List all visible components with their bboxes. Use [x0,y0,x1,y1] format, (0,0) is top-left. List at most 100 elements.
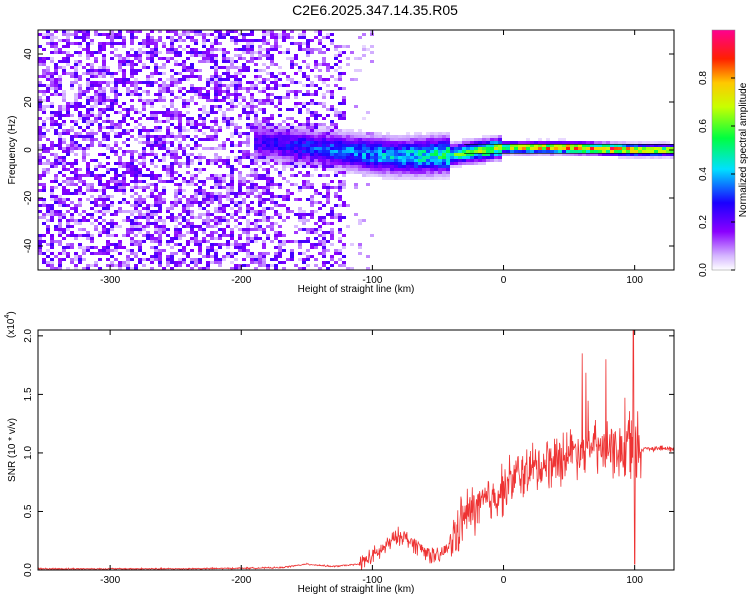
heatmap-cell [294,153,298,156]
heatmap-cell [234,132,238,135]
heatmap-cell [166,30,170,33]
heatmap-cell [358,132,362,135]
heatmap-cell [98,258,102,261]
heatmap-cell [294,225,298,228]
heatmap-cell [174,63,178,66]
heatmap-cell [270,153,274,156]
heatmap-cell [482,159,486,162]
heatmap-cell [98,66,102,69]
heatmap-cell [286,258,290,261]
heatmap-cell [174,147,178,150]
heatmap-cell [318,102,322,105]
heatmap-cell [386,144,390,147]
heatmap-cell [274,183,278,186]
heatmap-cell [222,177,226,180]
heatmap-cell [114,171,118,174]
heatmap-cell [302,84,306,87]
heatmap-cell [290,141,294,144]
heatmap-cell [290,129,294,132]
heatmap-cell [162,201,166,204]
heatmap-cell [442,138,446,141]
heatmap-cell [542,153,546,156]
heatmap-cell [326,174,330,177]
heatmap-cell [246,192,250,195]
heatmap-cell [162,168,166,171]
heatmap-cell [654,144,658,147]
heatmap-cell [290,90,294,93]
heatmap-cell [250,174,254,177]
heatmap-cell [202,54,206,57]
heatmap-cell [314,75,318,78]
heatmap-cell [226,195,230,198]
heatmap-cell [38,99,42,102]
heatmap-cell [282,150,286,153]
heatmap-cell [290,108,294,111]
heatmap-cell [310,114,314,117]
heatmap-cell [226,234,230,237]
heatmap-cell [510,147,514,150]
heatmap-cell [334,195,338,198]
heatmap-cell [346,204,350,207]
heatmap-cell [214,177,218,180]
heatmap-cell [138,222,142,225]
heatmap-cell [74,135,78,138]
heatmap-cell [178,51,182,54]
heatmap-cell [218,93,222,96]
heatmap-cell [310,150,314,153]
heatmap-cell [326,267,330,270]
heatmap-cell [194,225,198,228]
heatmap-cell [54,36,58,39]
heatmap-cell [102,201,106,204]
heatmap-cell [502,153,506,156]
heatmap-cell [94,51,98,54]
heatmap-cell [86,63,90,66]
heatmap-cell [190,210,194,213]
heatmap-cell [94,189,98,192]
heatmap-cell [134,210,138,213]
heatmap-cell [246,132,250,135]
heatmap-cell [290,138,294,141]
heatmap-cell [246,138,250,141]
heatmap-cell [242,48,246,51]
heatmap-cell [274,129,278,132]
heatmap-cell [186,102,190,105]
heatmap-cell [130,135,134,138]
heatmap-cell [266,189,270,192]
heatmap-cell [70,102,74,105]
heatmap-cell [54,123,58,126]
heatmap-cell [246,240,250,243]
heatmap-cell [70,261,74,264]
heatmap-cell [262,228,266,231]
heatmap-cell [378,156,382,159]
heatmap-cell [262,210,266,213]
heatmap-cell [522,141,526,144]
heatmap-cell [442,150,446,153]
heatmap-cell [282,36,286,39]
heatmap-cell [318,78,322,81]
heatmap-cell [266,33,270,36]
heatmap-cell [238,216,242,219]
heatmap-cell [446,156,450,159]
heatmap-cell [94,96,98,99]
heatmap-cell [98,153,102,156]
heatmap-cell [42,108,46,111]
heatmap-cell [530,153,534,156]
heatmap-cell [166,135,170,138]
heatmap-cell [58,75,62,78]
heatmap-cell [154,138,158,141]
heatmap-cell [306,141,310,144]
heatmap-cell [38,174,42,177]
heatmap-cell [134,183,138,186]
heatmap-cell [42,57,46,60]
heatmap-cell [290,162,294,165]
heatmap-cell [66,51,70,54]
heatmap-cell [66,252,70,255]
heatmap-cell [230,207,234,210]
heatmap-cell [166,120,170,123]
heatmap-cell [102,249,106,252]
heatmap-cell [190,87,194,90]
heatmap-cell [66,225,70,228]
heatmap-cell [270,60,274,63]
heatmap-cell [110,33,114,36]
heatmap-cell [66,234,70,237]
